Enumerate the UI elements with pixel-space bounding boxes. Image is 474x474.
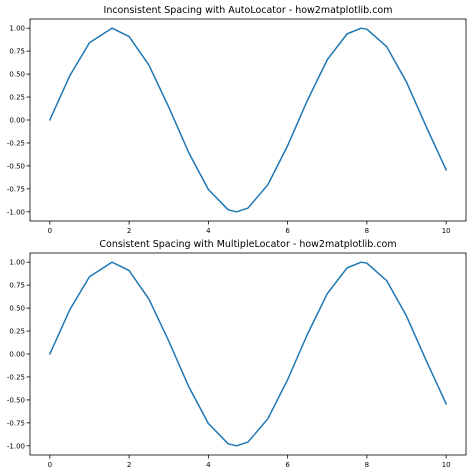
y-tick-label: -0.25 <box>7 139 25 147</box>
x-axis: 0 2 4 6 8 10 <box>48 221 451 235</box>
plot-area <box>49 261 447 447</box>
y-axis: 1.00 0.75 0.50 0.25 0.00 -0.25 -0.50 -0.75 -1.00 <box>7 259 30 450</box>
x-tick-label: 4 <box>206 461 211 469</box>
x-tick-label: 8 <box>365 227 369 235</box>
x-tick-label: 0 <box>48 461 52 469</box>
series-line <box>49 27 447 213</box>
x-tick-label: 10 <box>442 227 451 235</box>
axes-frame <box>29 252 467 456</box>
x-tick-label: 8 <box>365 461 369 469</box>
chart-bottom: Consistent Spacing with MultipleLocator … <box>7 239 467 469</box>
axes-frame <box>29 18 467 222</box>
y-tick-label: -1.00 <box>7 208 25 216</box>
x-tick-label: 2 <box>127 227 131 235</box>
chart-title: Inconsistent Spacing with AutoLocator - … <box>104 5 393 16</box>
chart-top: Inconsistent Spacing with AutoLocator - … <box>7 5 467 235</box>
y-tick-label: 0.25 <box>9 94 25 102</box>
y-tick-label: -0.50 <box>7 162 25 170</box>
y-tick-label: 0.00 <box>9 117 25 125</box>
x-tick-label: 6 <box>285 461 290 469</box>
y-tick-label: 0.50 <box>9 71 25 79</box>
y-tick-label: -0.50 <box>7 396 25 404</box>
y-axis: 1.00 0.75 0.50 0.25 0.00 -0.25 -0.50 -0.75 -1.00 <box>7 25 30 216</box>
x-tick-label: 4 <box>206 227 211 235</box>
x-tick-label: 0 <box>48 227 52 235</box>
series-line <box>49 261 447 447</box>
y-tick-label: -1.00 <box>7 442 25 450</box>
plot-area <box>49 27 447 213</box>
y-tick-label: 1.00 <box>9 259 25 267</box>
y-tick-label: -0.25 <box>7 373 25 381</box>
y-tick-label: 1.00 <box>9 25 25 33</box>
x-axis: 0 2 4 6 8 10 <box>48 455 451 469</box>
y-tick-label: 0.50 <box>9 305 25 313</box>
x-tick-label: 10 <box>442 461 451 469</box>
y-tick-label: 0.00 <box>9 351 25 359</box>
y-tick-label: -0.75 <box>7 419 25 427</box>
x-tick-label: 6 <box>285 227 290 235</box>
y-tick-label: -0.75 <box>7 185 25 193</box>
y-tick-label: 0.25 <box>9 328 25 336</box>
y-tick-label: 0.75 <box>9 282 25 290</box>
chart-title: Consistent Spacing with MultipleLocator … <box>99 239 396 250</box>
x-tick-label: 2 <box>127 461 131 469</box>
y-tick-label: 0.75 <box>9 48 25 56</box>
